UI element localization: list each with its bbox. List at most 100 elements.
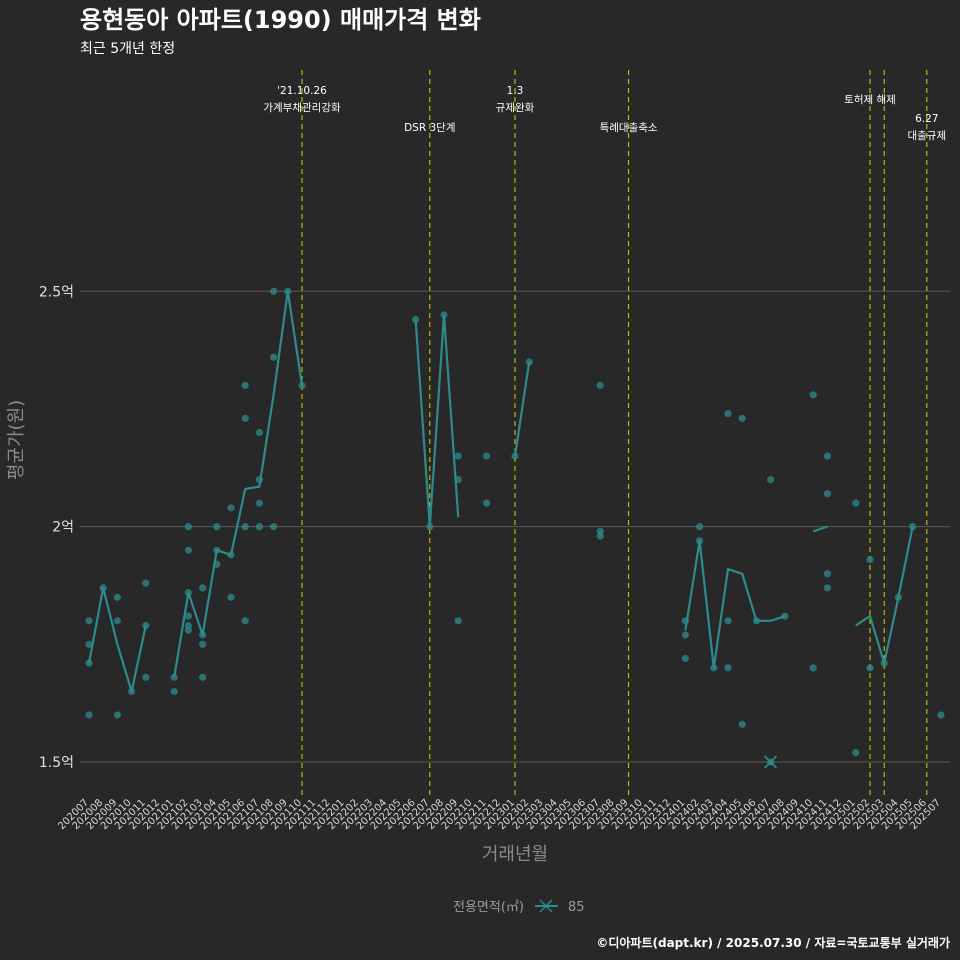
data-point <box>199 673 207 681</box>
data-point <box>85 711 93 719</box>
data-point <box>284 287 292 295</box>
data-point <box>852 749 860 757</box>
data-point <box>483 499 491 507</box>
data-point <box>241 523 249 531</box>
event-label: 대출규제 <box>907 130 946 142</box>
data-point <box>241 617 249 625</box>
data-point <box>85 617 93 625</box>
data-point <box>270 523 278 531</box>
series-line-segment-4 <box>684 539 786 669</box>
series-line-segment-3 <box>513 361 531 457</box>
x-axis-title: 거래년월 <box>482 844 548 865</box>
data-point <box>681 654 690 663</box>
data-point <box>142 621 150 630</box>
data-point <box>440 311 448 319</box>
chart-title: 용현동아 아파트(1990) 매매가격 변화 <box>80 6 481 34</box>
series-line-segment-0 <box>87 586 147 693</box>
cross-marker <box>763 755 778 769</box>
data-point <box>184 546 192 554</box>
data-point <box>681 631 690 639</box>
data-point <box>681 617 690 625</box>
event-label: 특례대출축소 <box>600 122 658 134</box>
data-point <box>483 452 491 460</box>
data-point <box>227 504 235 512</box>
data-point <box>866 556 874 564</box>
data-point <box>752 617 761 625</box>
data-point <box>241 381 249 390</box>
data-point <box>823 584 832 592</box>
data-point <box>213 546 221 554</box>
data-point <box>809 664 817 672</box>
data-point <box>227 593 235 601</box>
series-line-segment-2 <box>414 313 460 528</box>
data-point <box>199 640 207 648</box>
data-point <box>241 414 249 422</box>
legend-title: 전용면적(㎡) <box>453 900 524 915</box>
data-point <box>113 617 121 625</box>
y-tick-label: 1.5억 <box>39 755 74 771</box>
data-point <box>255 499 263 507</box>
legend-cross-icon <box>539 899 553 913</box>
data-point <box>170 673 178 681</box>
data-point <box>724 410 732 418</box>
data-points <box>85 287 945 769</box>
data-point <box>738 414 746 422</box>
data-point <box>937 711 945 719</box>
source-caption: ©디아파트(dapt.kr) / 2025.07.30 / 자료=국토교통부 실… <box>596 935 950 950</box>
legend: 전용면적(㎡) 85 <box>453 899 585 915</box>
gridlines <box>80 290 950 763</box>
data-point <box>255 475 263 484</box>
data-point <box>213 560 221 568</box>
data-point <box>227 551 235 559</box>
data-point <box>113 711 121 719</box>
data-point <box>511 452 519 460</box>
data-point <box>909 523 917 531</box>
data-point <box>142 579 150 587</box>
data-point <box>184 588 192 597</box>
data-point <box>809 391 817 399</box>
data-point <box>184 612 192 620</box>
data-point <box>170 687 178 696</box>
data-point <box>880 659 888 667</box>
data-point <box>184 621 192 630</box>
data-point <box>738 720 746 728</box>
series-line-segment-5 <box>812 525 828 533</box>
data-point <box>696 537 704 545</box>
data-point <box>823 570 832 578</box>
data-point <box>454 475 462 484</box>
data-point <box>454 617 462 625</box>
data-point <box>298 381 306 390</box>
data-point <box>85 640 93 648</box>
y-axis-title: 평균가(원) <box>6 400 27 480</box>
data-point <box>767 475 775 484</box>
data-point <box>823 452 832 460</box>
event-label: DSR 3단계 <box>404 122 455 134</box>
data-point <box>426 523 434 531</box>
data-point <box>781 612 789 620</box>
data-point <box>852 499 860 507</box>
data-point <box>199 631 207 639</box>
data-point <box>142 673 150 681</box>
data-point <box>255 523 263 531</box>
data-point <box>412 315 420 324</box>
data-point <box>85 659 93 667</box>
event-label: 규제완화 <box>496 101 535 114</box>
data-point <box>113 593 121 601</box>
data-point <box>823 490 832 498</box>
data-point <box>99 584 107 592</box>
event-label: 토허제 해제 <box>844 93 896 106</box>
event-label: '21.10.26 <box>277 85 327 97</box>
data-point <box>724 664 732 672</box>
data-point <box>894 593 903 601</box>
data-point <box>596 381 604 390</box>
data-point <box>696 523 704 531</box>
y-tick-label: 2.5억 <box>39 284 74 300</box>
event-label: 가계부채관리강화 <box>263 102 341 114</box>
data-point <box>866 664 874 672</box>
series-line-segment-1 <box>173 290 304 678</box>
data-point <box>724 617 732 625</box>
legend-label: 85 <box>568 900 585 915</box>
data-point <box>710 664 718 672</box>
